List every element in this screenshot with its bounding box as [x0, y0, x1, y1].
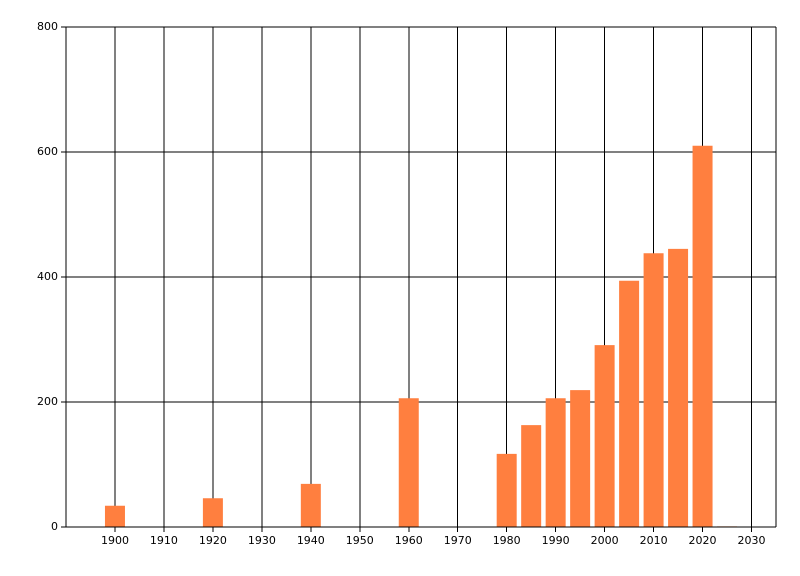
x-tick-label: 1970 [444, 534, 472, 547]
y-tick-label: 800 [37, 20, 58, 33]
y-tick-label: 200 [37, 395, 58, 408]
x-tick-label: 1930 [248, 534, 276, 547]
bar [521, 425, 542, 527]
x-tick-label: 1990 [542, 534, 570, 547]
x-tick-label: 2000 [591, 534, 619, 547]
x-tick-label: 2010 [640, 534, 668, 547]
bar [570, 390, 591, 527]
bar [496, 453, 517, 527]
bar [668, 248, 689, 527]
bar [398, 398, 419, 527]
y-tick-label: 600 [37, 145, 58, 158]
y-tick-label: 400 [37, 270, 58, 283]
x-tick-label: 1920 [199, 534, 227, 547]
x-tick-label: 1980 [493, 534, 521, 547]
bar [104, 505, 125, 527]
x-tick-label: 1960 [395, 534, 423, 547]
bar [545, 398, 566, 527]
y-tick-label: 0 [51, 520, 58, 533]
x-tick-label: 1940 [297, 534, 325, 547]
x-tick-label: 1950 [346, 534, 374, 547]
bar [300, 483, 321, 527]
bar [202, 498, 223, 527]
bar [692, 145, 713, 527]
bar [619, 280, 640, 527]
x-tick-label: 1900 [101, 534, 129, 547]
x-tick-label: 2020 [689, 534, 717, 547]
x-tick-label: 2030 [738, 534, 766, 547]
bar [594, 345, 615, 527]
x-tick-label: 1910 [150, 534, 178, 547]
bar [643, 253, 664, 527]
